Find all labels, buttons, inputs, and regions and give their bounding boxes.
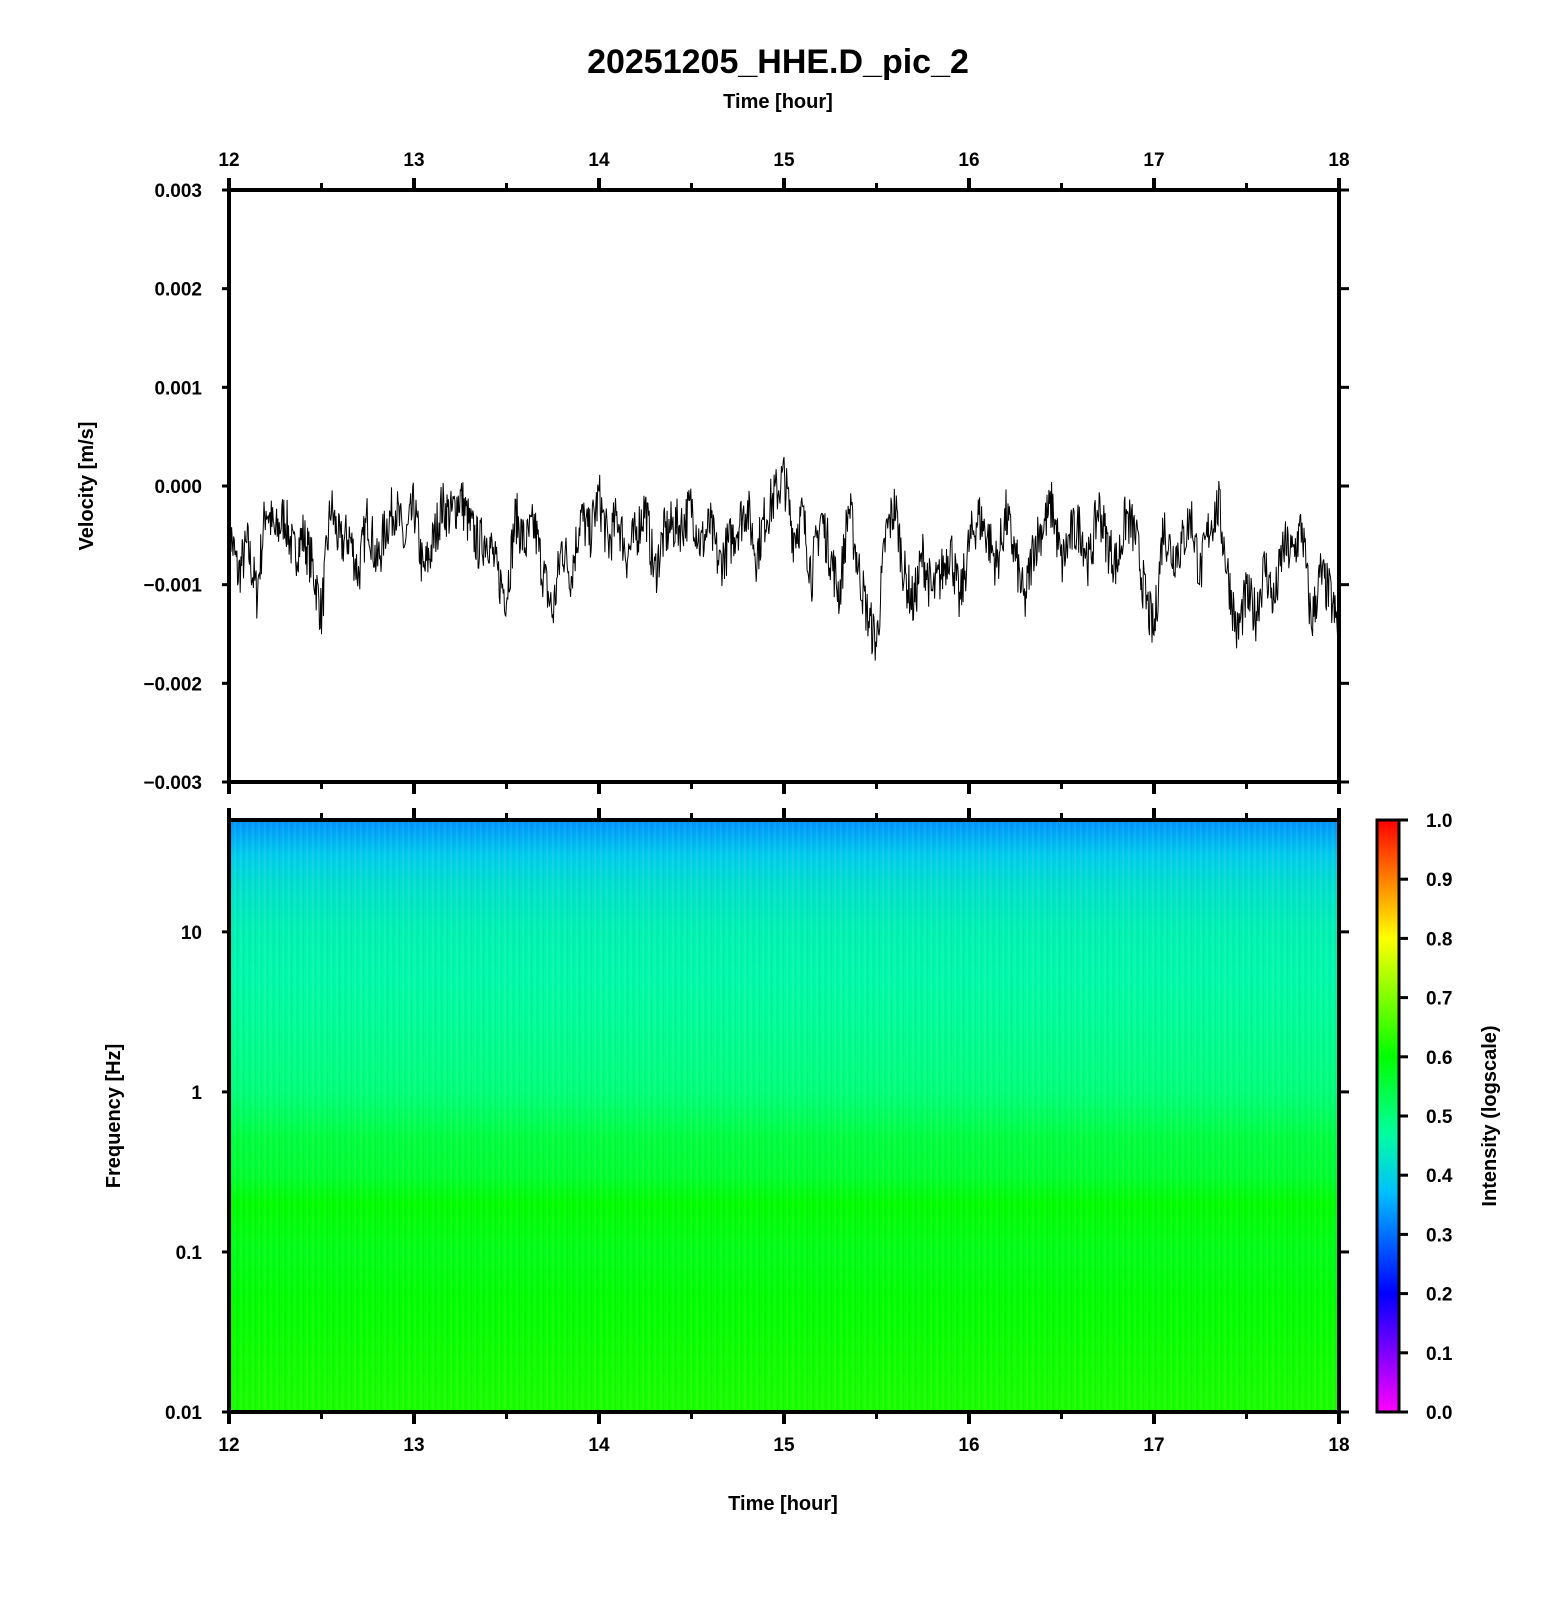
spectrogram-y-axis-label: Frequency [Hz] — [103, 1044, 125, 1188]
waveform-y-tick-label: 0.000 — [154, 477, 202, 498]
colorbar-tick-label: 1.0 — [1426, 811, 1452, 832]
bottom-x-tick-label: 12 — [218, 1435, 239, 1456]
waveform-trace — [228, 456, 1340, 661]
bottom-x-axis-label: Time [hour] — [728, 1493, 838, 1515]
bottom-x-tick-label: 13 — [403, 1435, 424, 1456]
colorbar-tick-label: 0.2 — [1426, 1285, 1452, 1306]
colorbar-tick-label: 0.0 — [1426, 1403, 1452, 1424]
top-x-tick-label: 17 — [1143, 150, 1164, 171]
waveform-y-tick-label: −0.001 — [143, 576, 202, 597]
colorbar-tick-label: 0.5 — [1426, 1107, 1453, 1128]
colorbar-tick-label: 0.3 — [1426, 1225, 1452, 1246]
waveform-y-tick-label: 0.003 — [154, 181, 202, 202]
bottom-x-tick-label: 14 — [588, 1435, 610, 1456]
colorbar-tick-label: 0.9 — [1426, 870, 1452, 891]
waveform-top-x-ticks: 12 13 14 15 16 17 18 — [218, 150, 1350, 794]
waveform-panel: 0.003 0.002 0.001 0.000 −0.001 −0.002 −0.003 1… — [76, 150, 1350, 794]
waveform-y-axis-label: Velocity [m/s] — [76, 422, 98, 551]
bottom-x-tick-label: 16 — [958, 1435, 979, 1456]
top-x-tick-label: 12 — [218, 150, 239, 171]
waveform-y-tick-label: 0.001 — [154, 378, 202, 399]
spectrogram-y-tick-label: 0.01 — [165, 1403, 202, 1424]
waveform-frame — [227, 188, 1341, 784]
waveform-y-tick-label: 0.002 — [154, 280, 202, 301]
spectrogram-y-tick-label: 0.1 — [176, 1243, 203, 1264]
colorbar-tick-label: 0.4 — [1426, 1166, 1453, 1187]
top-x-tick-label: 13 — [403, 150, 424, 171]
top-x-tick-label: 14 — [588, 150, 610, 171]
top-x-axis-label: Time [hour] — [723, 91, 833, 113]
spectrogram-panel: 10 1 0.1 0.01 12 13 14 15 16 17 18 Frequency [Hz]… — [103, 808, 1350, 1515]
colorbar-tick-label: 0.1 — [1426, 1344, 1453, 1365]
waveform-y-ticks: 0.003 0.002 0.001 0.000 −0.001 −0.002 −0.003 — [143, 181, 1349, 794]
top-x-tick-label: 18 — [1328, 150, 1349, 171]
spectrogram-y-tick-label: 1 — [191, 1083, 202, 1104]
velocity-series-line — [228, 456, 1340, 661]
top-x-tick-label: 16 — [958, 150, 979, 171]
spectrogram-y-ticks: 10 1 0.1 0.01 — [165, 923, 1349, 1424]
colorbar-tick-label: 0.7 — [1426, 989, 1452, 1010]
bottom-x-tick-label: 15 — [773, 1435, 795, 1456]
colorbar-tick-label: 0.8 — [1426, 929, 1452, 950]
waveform-y-tick-label: −0.002 — [143, 674, 202, 695]
figure-title: 20251205_HHE.D_pic_2 — [587, 43, 969, 81]
top-x-tick-label: 15 — [773, 150, 795, 171]
bottom-x-tick-label: 17 — [1143, 1435, 1164, 1456]
colorbar-label: Intensity (logscale) — [1479, 1025, 1501, 1206]
colorbar-ticks: 1.0 0.9 0.8 0.7 0.6 0.5 0.4 0.3 0.2 0.1 0.0 — [1399, 811, 1453, 1424]
bottom-x-tick-label: 18 — [1328, 1435, 1349, 1456]
waveform-y-tick-label: −0.003 — [143, 773, 202, 794]
spectrogram-y-tick-label: 10 — [181, 923, 202, 944]
colorbar-tick-label: 0.6 — [1426, 1048, 1452, 1069]
colorbar: 1.0 0.9 0.8 0.7 0.6 0.5 0.4 0.3 0.2 0.1 0.0 Intens… — [1375, 811, 1501, 1424]
colorbar-gradient — [1375, 818, 1401, 1414]
spectrogram-texture — [229, 820, 1339, 1412]
spectrogram-x-ticks: 12 13 14 15 16 17 18 — [218, 808, 1350, 1456]
